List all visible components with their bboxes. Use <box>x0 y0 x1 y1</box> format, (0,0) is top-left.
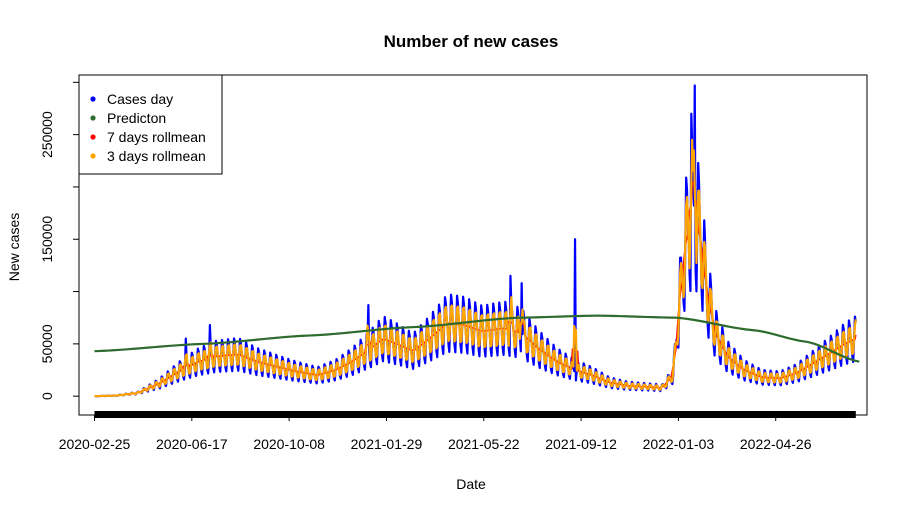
legend-label-roll7: 7 days rollmean <box>107 129 206 145</box>
y-tick-label: 0 <box>39 392 55 400</box>
x-tick-label: 2020-06-17 <box>156 436 228 452</box>
legend-marker-prediction <box>90 115 96 121</box>
x-tick-label: 2022-01-03 <box>643 436 715 452</box>
y-tick-label: 250000 <box>39 111 55 158</box>
x-tick-label: 2020-02-25 <box>59 436 131 452</box>
x-tick-label: 2020-10-08 <box>253 436 325 452</box>
x-axis: 2020-02-25 2020-06-17 2020-10-08 2021-01-29… <box>59 415 812 452</box>
legend-marker-cases <box>90 96 96 102</box>
x-tick-label: 2021-09-12 <box>545 436 617 452</box>
y-axis: 0 50000 150000 250000 <box>39 81 80 400</box>
legend-label-cases: Cases day <box>107 91 173 107</box>
x-tick-label: 2021-01-29 <box>351 436 423 452</box>
y-axis-label: New cases <box>6 213 22 281</box>
x-axis-label: Date <box>456 476 486 492</box>
legend-box <box>78 74 223 175</box>
x-tick-label: 2021-05-22 <box>448 436 520 452</box>
legend-marker-roll3 <box>90 153 96 159</box>
legend: Cases day Predicton 7 days rollmean 3 da… <box>78 74 223 175</box>
y-tick-label: 50000 <box>39 324 55 363</box>
y-tick-label: 150000 <box>39 216 55 263</box>
series-roll3 <box>94 138 857 398</box>
x-tick-label: 2022-04-26 <box>740 436 812 452</box>
legend-label-roll3: 3 days rollmean <box>107 148 206 164</box>
legend-label-prediction: Predicton <box>107 110 166 126</box>
chart-title: Number of new cases <box>384 32 559 51</box>
legend-marker-roll7 <box>90 134 96 140</box>
series-prediction <box>94 314 860 363</box>
